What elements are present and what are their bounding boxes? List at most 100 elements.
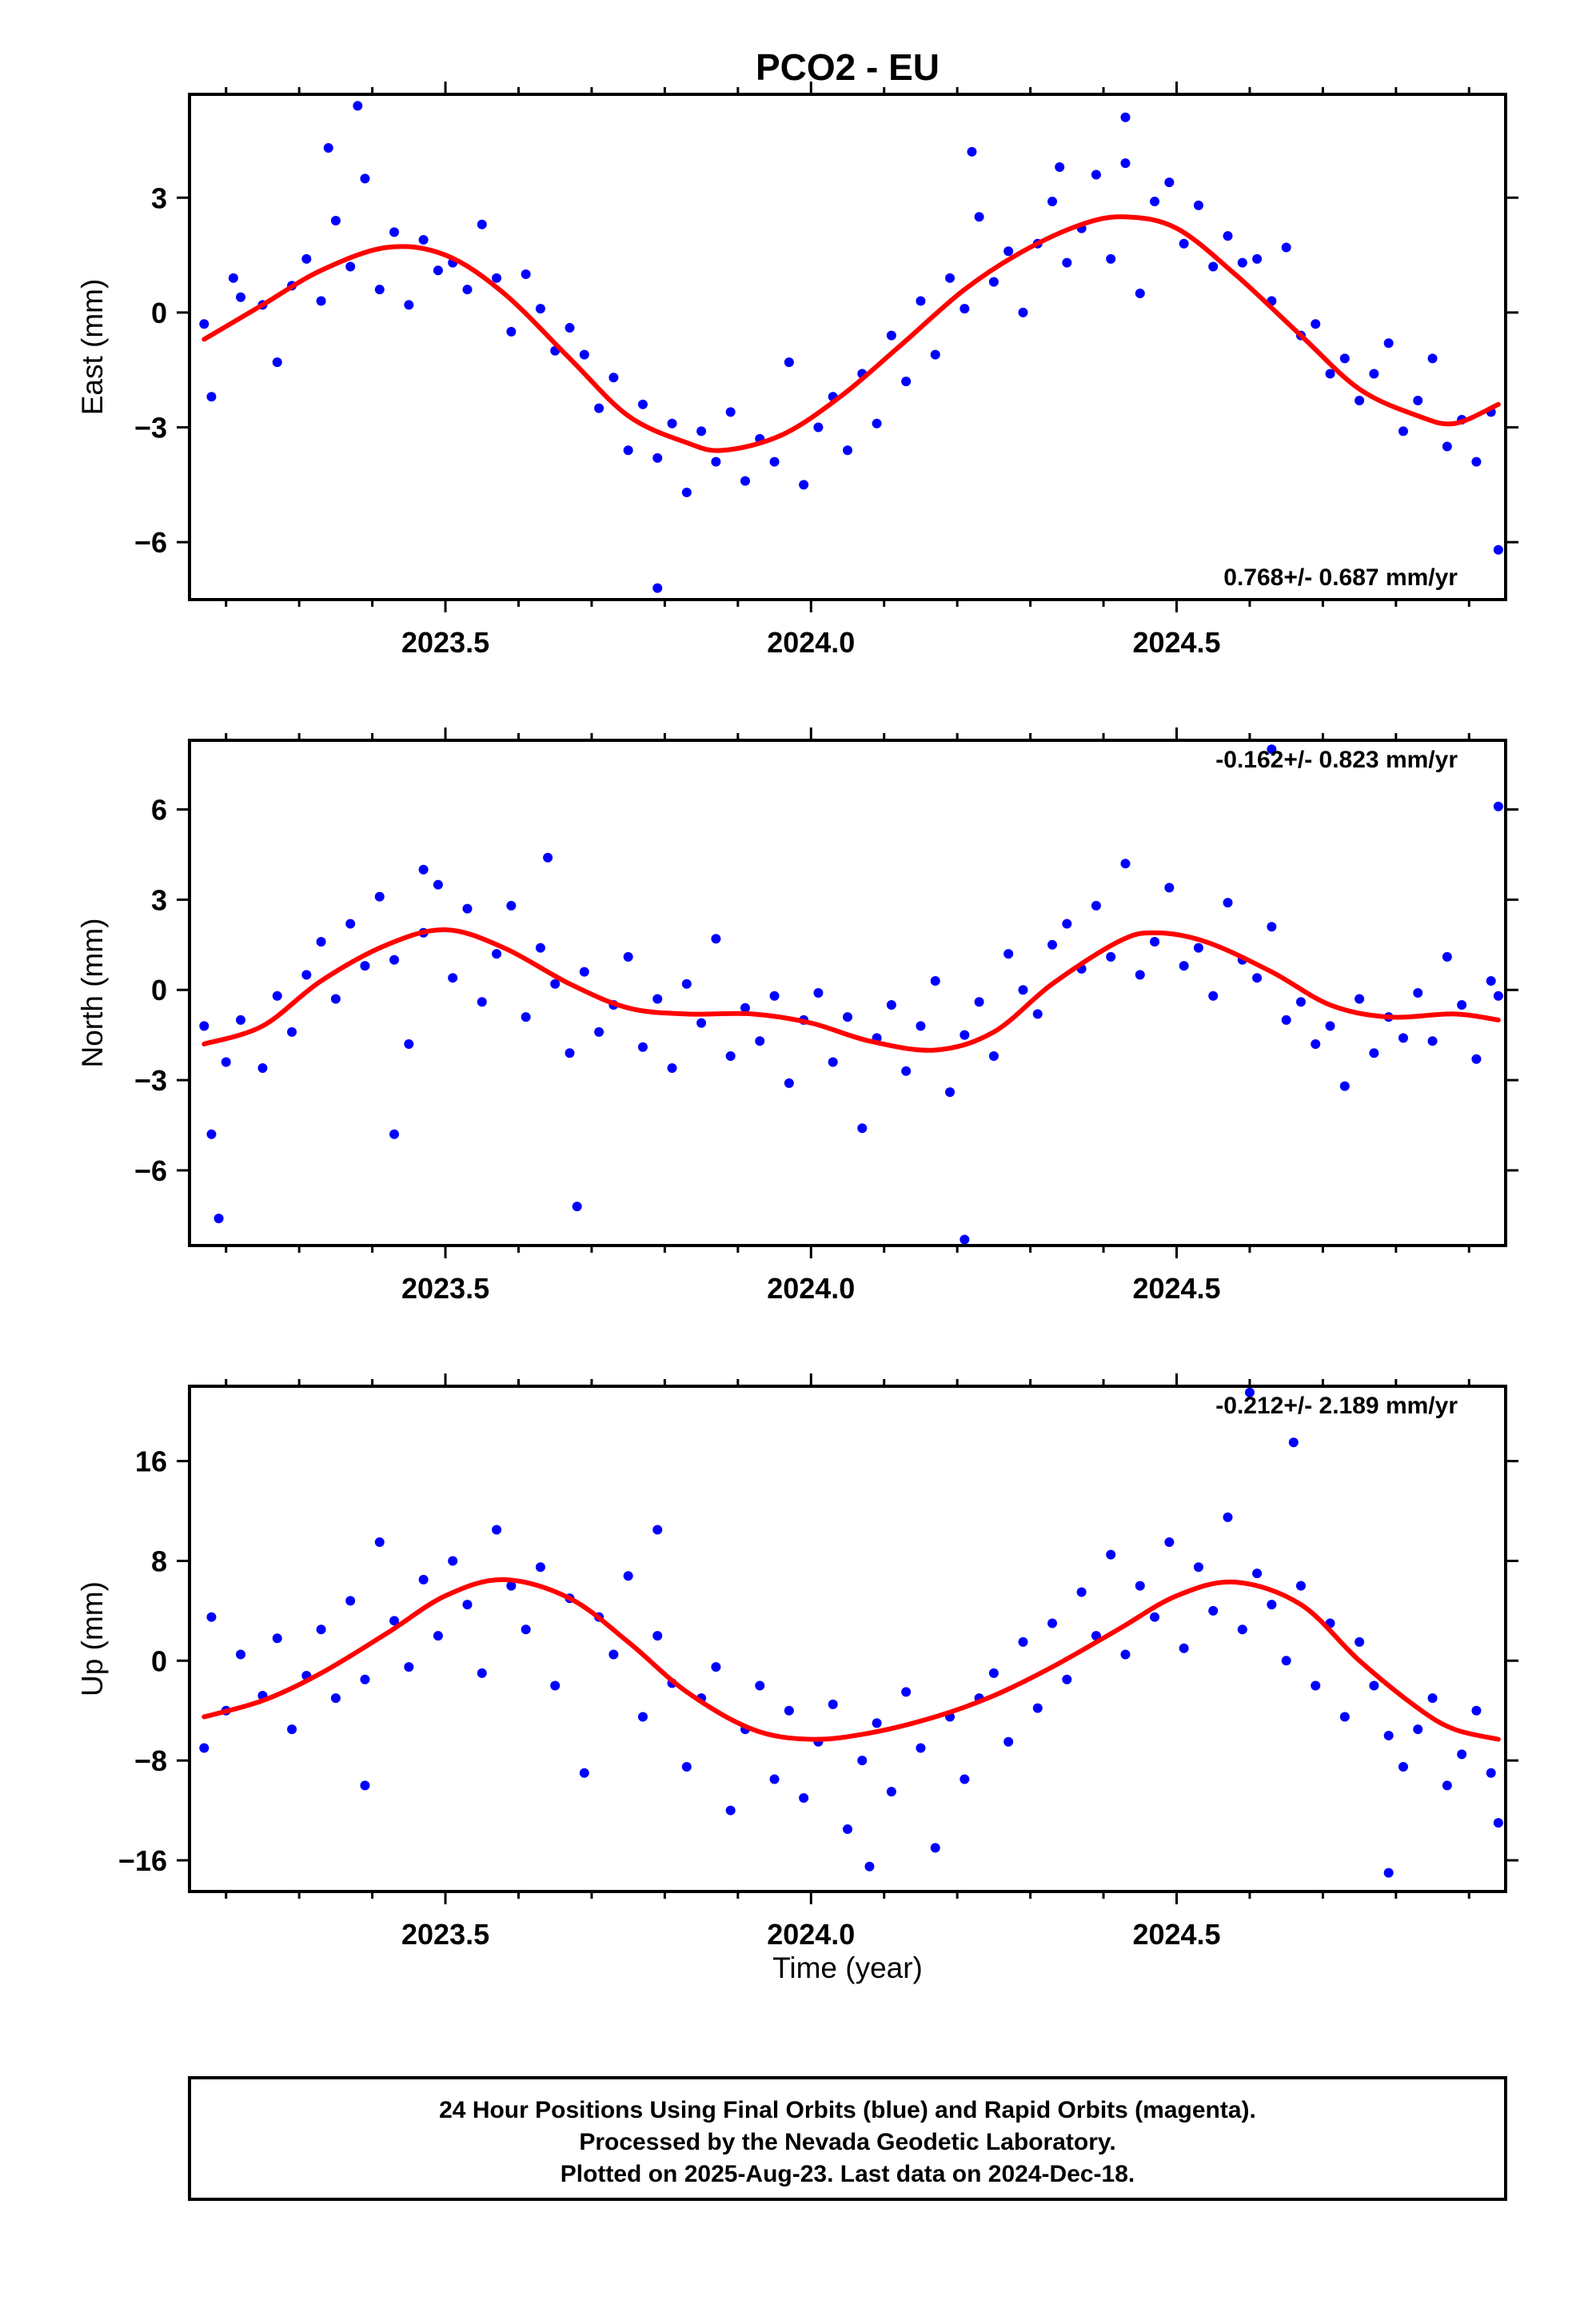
east-data-point <box>1493 544 1503 555</box>
north-y-tick-label: −3 <box>134 1064 167 1097</box>
up-data-point <box>389 1616 400 1626</box>
north-data-point <box>550 979 561 989</box>
north-data-point <box>1032 1009 1043 1019</box>
up-data-point <box>901 1687 912 1697</box>
east-data-point <box>565 323 575 333</box>
up-data-point <box>404 1662 414 1672</box>
up-data-point <box>206 1612 217 1622</box>
north-y-tick-label: 3 <box>151 883 167 916</box>
east-data-point <box>272 357 282 368</box>
east-data-point <box>521 269 531 280</box>
up-data-point <box>1383 1868 1394 1878</box>
north-data-point <box>1486 975 1496 986</box>
north-data-point <box>813 988 824 998</box>
north-data-point <box>623 951 633 962</box>
up-data-point <box>1486 1768 1496 1778</box>
east-data-point <box>594 403 604 413</box>
east-data-point <box>930 349 940 360</box>
north-data-point <box>433 879 443 890</box>
up-data-point <box>374 1537 385 1548</box>
east-x-tick-label: 2024.0 <box>767 626 855 659</box>
east-data-point <box>667 418 677 429</box>
up-fit-curve <box>201 1577 1501 1742</box>
east-data-point <box>1120 112 1131 122</box>
footer-line-1: 24 Hour Positions Using Final Orbits (bl… <box>439 2097 1256 2123</box>
up-data-point <box>1339 1712 1350 1722</box>
east-data-point <box>652 583 663 593</box>
north-data-point <box>448 973 458 983</box>
up-data-point <box>1252 1569 1263 1579</box>
east-data-point <box>608 373 619 383</box>
up-data-point <box>960 1774 970 1784</box>
north-y-tick-label: 0 <box>151 974 167 1007</box>
east-data-point <box>1179 238 1189 249</box>
up-y-tick-label: 0 <box>151 1644 167 1677</box>
north-data-point <box>1193 943 1203 953</box>
north-data-point <box>843 1012 852 1022</box>
up-data-point <box>1237 1624 1247 1635</box>
north-y-tick-label: 6 <box>151 794 167 827</box>
east-data-point <box>1355 396 1365 406</box>
east-data-point <box>740 476 750 486</box>
up-frame <box>188 1385 1507 1893</box>
up-data-point <box>1427 1693 1438 1704</box>
up-data-point <box>799 1792 809 1803</box>
up-y-tick-label: −16 <box>118 1844 167 1877</box>
north-data-point <box>1457 1000 1467 1011</box>
north-data-point <box>477 997 487 1007</box>
north-data-point <box>945 1087 956 1098</box>
east-data-point <box>477 219 487 229</box>
north-data-point <box>535 943 545 953</box>
north-data-point <box>199 1021 209 1031</box>
east-data-point <box>301 253 312 264</box>
up-data-point <box>916 1743 926 1753</box>
up-data-point <box>1413 1724 1423 1735</box>
up-data-point <box>1281 1656 1291 1666</box>
up-data-point <box>535 1562 545 1573</box>
north-data-point <box>572 1202 582 1212</box>
up-data-point <box>1369 1680 1379 1691</box>
east-data-point <box>1106 253 1116 264</box>
north-data-point <box>1493 801 1503 811</box>
east-data-point <box>206 392 217 402</box>
up-data-point <box>199 1743 209 1753</box>
east-data-point <box>901 377 912 387</box>
up-data-point <box>550 1680 561 1691</box>
east-data-point <box>1311 319 1321 329</box>
east-data-point <box>1223 231 1233 241</box>
east-data-point <box>506 326 517 337</box>
up-data-point <box>1164 1537 1175 1548</box>
north-data-point <box>1252 973 1263 983</box>
up-data-point <box>843 1824 852 1834</box>
east-data-point <box>988 277 999 287</box>
east-data-point <box>1150 197 1160 207</box>
north-data-point <box>418 864 429 875</box>
north-data-point <box>1150 937 1160 947</box>
east-panel: 2023.5 2024.0 2024.5 −6 −3 0 3 East (mm) 0.768+/… <box>76 82 1518 659</box>
east-data-point <box>1135 288 1145 298</box>
east-data-point <box>843 445 852 456</box>
east-data-point <box>1252 253 1263 264</box>
north-data-point <box>1179 961 1189 971</box>
east-data-point <box>813 422 824 433</box>
north-data-point <box>1427 1036 1438 1046</box>
up-data-point <box>521 1624 531 1635</box>
up-data-point <box>1457 1749 1467 1760</box>
east-trend-label: 0.768+/- 0.687 mm/yr <box>1223 564 1458 591</box>
east-data-point <box>1164 177 1175 188</box>
up-data-point <box>864 1861 875 1872</box>
up-data-point <box>1135 1581 1145 1591</box>
north-data-point <box>1047 939 1058 950</box>
up-data-point <box>857 1756 868 1766</box>
up-data-point <box>345 1596 356 1606</box>
up-data-point <box>272 1633 282 1644</box>
up-data-point <box>725 1805 736 1816</box>
east-data-point <box>681 487 692 497</box>
east-data-point <box>345 261 356 272</box>
up-data-point <box>1267 1600 1277 1610</box>
north-data-point <box>257 1063 268 1074</box>
up-data-point <box>236 1649 246 1660</box>
up-data-point <box>462 1600 473 1610</box>
north-data-point <box>681 979 692 989</box>
